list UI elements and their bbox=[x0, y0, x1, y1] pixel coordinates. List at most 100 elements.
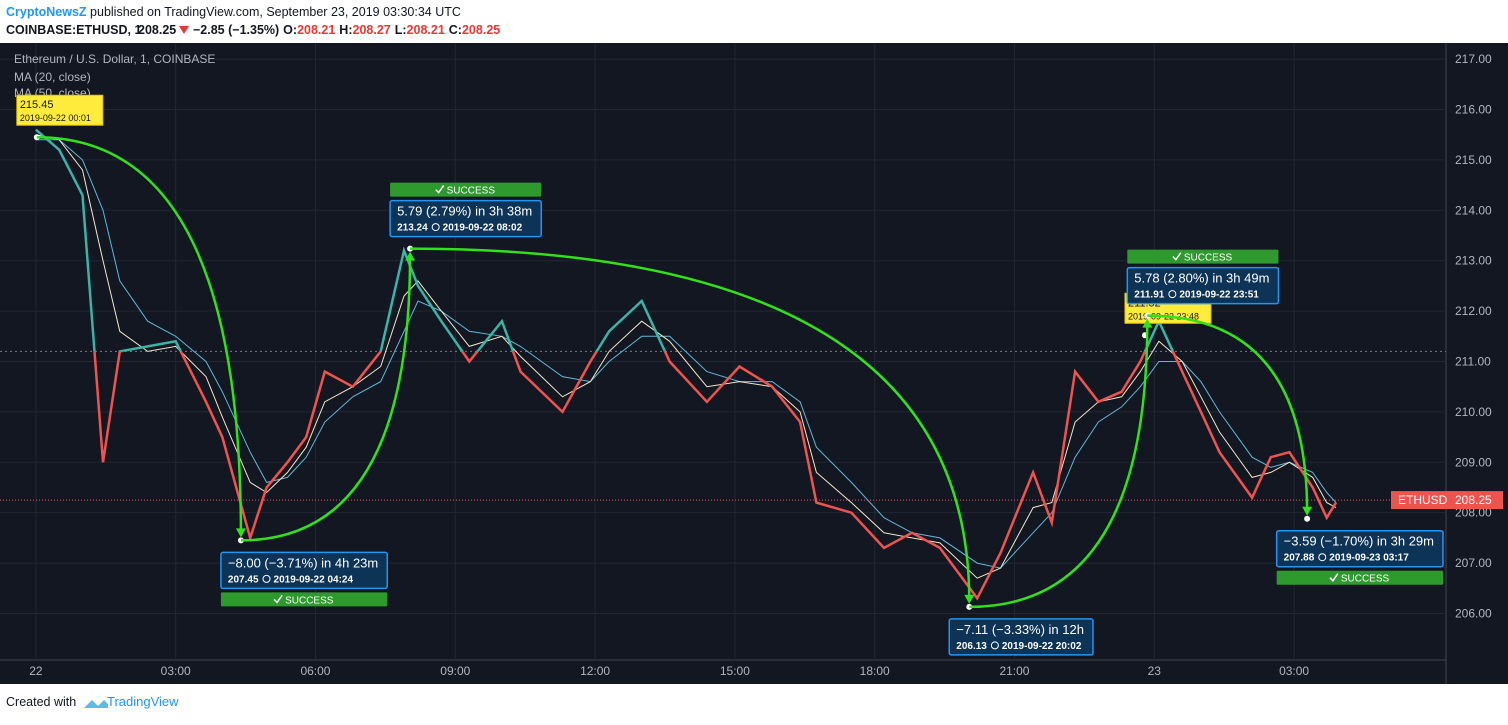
publish-info: published on TradingView.com, September … bbox=[87, 5, 461, 19]
ohlc-value: 208.25 bbox=[462, 23, 500, 37]
chart-title: Ethereum / U.S. Dollar, 1, COINBASE bbox=[14, 52, 215, 66]
y-tick-label: 216.00 bbox=[1455, 103, 1492, 117]
y-tick-label: 210.00 bbox=[1455, 405, 1492, 419]
ohlc-label: L: bbox=[395, 23, 407, 37]
clock-icon bbox=[431, 223, 440, 232]
measure-price: 206.13 bbox=[956, 641, 987, 652]
arrow-head bbox=[405, 251, 416, 261]
measure-price: 207.45 bbox=[228, 574, 259, 585]
status-text: SUCCESS bbox=[1341, 574, 1390, 585]
ohlc-value: 208.21 bbox=[297, 23, 335, 37]
x-tick-label: 21:00 bbox=[999, 664, 1029, 678]
status-text: SUCCESS bbox=[1184, 253, 1233, 264]
y-tick-label: 214.00 bbox=[1455, 203, 1492, 217]
x-tick-label: 22 bbox=[29, 664, 43, 678]
ohlc-label: H: bbox=[339, 23, 352, 37]
header-change: −2.85 (−1.35%) bbox=[193, 23, 279, 37]
x-tick-label: 23 bbox=[1148, 664, 1162, 678]
move-arc bbox=[969, 321, 1149, 609]
publish-line: CryptoNewsZ published on TradingView.com… bbox=[6, 5, 461, 19]
legend-ma20: MA (20, close) bbox=[14, 70, 91, 84]
measure-time: 2019-09-23 03:17 bbox=[1329, 553, 1409, 564]
check-icon bbox=[1172, 252, 1182, 261]
status-bg bbox=[220, 592, 388, 607]
check-icon bbox=[273, 594, 283, 604]
y-tick-label: 209.00 bbox=[1455, 455, 1492, 469]
x-tick-label: 18:00 bbox=[860, 664, 890, 678]
measure-change: 5.79 (2.79%) in 3h 38m bbox=[397, 204, 532, 219]
move-arc bbox=[240, 254, 412, 542]
status-bg bbox=[1276, 570, 1443, 585]
measure-time: 2019-09-22 08:02 bbox=[443, 223, 523, 234]
ma-line bbox=[35, 139, 1337, 569]
price-label-time: 2019-09-22 00:01 bbox=[20, 113, 91, 123]
move-arc bbox=[36, 135, 243, 535]
measure-price: 211.91 bbox=[1134, 290, 1164, 301]
status-bg bbox=[390, 182, 542, 197]
measure-box: −8.00 (−3.71%) in 4h 23m 207.45 2019-09-22… bbox=[220, 551, 389, 607]
price-label-box bbox=[16, 94, 104, 126]
status-text: SUCCESS bbox=[447, 186, 496, 197]
created-with: Created with bbox=[6, 695, 76, 709]
measure-bg bbox=[1126, 266, 1280, 305]
y-tick-label: 213.00 bbox=[1455, 254, 1492, 268]
measure-box: −3.59 (−1.70%) in 3h 29m 207.88 2019-09-23… bbox=[1275, 529, 1444, 585]
clock-icon bbox=[1168, 290, 1177, 299]
arrow-head bbox=[235, 528, 246, 538]
x-tick-label: 03:00 bbox=[1279, 664, 1309, 678]
y-tick-label: 207.00 bbox=[1455, 556, 1492, 570]
measure-box: 5.79 (2.79%) in 3h 38m 213.24 2019-09-22 0… bbox=[389, 182, 542, 238]
ohlc-value: 208.21 bbox=[407, 23, 445, 37]
x-tick-label: 12:00 bbox=[580, 664, 610, 678]
x-tick-label: 03:00 bbox=[161, 664, 191, 678]
y-tick-label: 206.00 bbox=[1455, 606, 1492, 620]
publisher: CryptoNewsZ bbox=[6, 5, 87, 19]
y-tick-label: 211.00 bbox=[1455, 354, 1491, 368]
measure-price: 207.88 bbox=[1284, 553, 1315, 564]
brand: TradingView bbox=[107, 694, 179, 709]
measure-change: −3.59 (−1.70%) in 3h 29m bbox=[1284, 534, 1434, 549]
arrow-head bbox=[964, 594, 975, 604]
clock-icon bbox=[262, 574, 271, 583]
symbol-line: COINBASE:ETHUSD, 1 208.25 −2.85 (−1.35%)… bbox=[6, 23, 500, 37]
tv-logo bbox=[84, 700, 108, 708]
symbol: COINBASE:ETHUSD, 1 bbox=[6, 23, 141, 37]
price-label-value: 215.45 bbox=[20, 99, 54, 111]
price-label: 215.45 2019-09-22 00:01 bbox=[16, 94, 104, 126]
header-price: 208.25 bbox=[138, 23, 176, 37]
measure-box: −7.11 (−3.33%) in 12h 206.13 2019-09-22 20… bbox=[948, 618, 1094, 656]
ohlc-label: O: bbox=[283, 23, 297, 37]
measure-change: 5.78 (2.80%) in 3h 49m bbox=[1134, 271, 1269, 286]
x-tick-label: 09:00 bbox=[440, 664, 470, 678]
down-arrow bbox=[179, 26, 189, 34]
price-tag-value: 208.25 bbox=[1455, 493, 1492, 507]
measure-price: 213.24 bbox=[397, 223, 428, 234]
y-tick-label: 208.00 bbox=[1455, 506, 1492, 520]
measure-time: 2019-09-22 04:24 bbox=[274, 574, 354, 585]
measure-bg bbox=[389, 199, 542, 238]
status-text: SUCCESS bbox=[285, 595, 334, 606]
check-icon bbox=[435, 185, 445, 194]
y-tick-label: 212.00 bbox=[1455, 304, 1492, 318]
x-tick-label: 15:00 bbox=[720, 664, 750, 678]
price-tag bbox=[1391, 491, 1503, 510]
move-arc bbox=[1147, 314, 1309, 513]
status-bg bbox=[1127, 249, 1279, 264]
move-point bbox=[1304, 515, 1311, 522]
x-tick-label: 06:00 bbox=[300, 664, 330, 678]
measure-bg bbox=[948, 618, 1094, 656]
y-tick-label: 215.00 bbox=[1455, 153, 1492, 167]
move-arc bbox=[410, 247, 971, 601]
arrow-head bbox=[1142, 318, 1153, 328]
ma-line bbox=[35, 134, 1337, 579]
ohlc-value: 208.27 bbox=[353, 23, 391, 37]
clock-icon bbox=[990, 641, 999, 650]
measure-box: 5.78 (2.80%) in 3h 49m 211.91 2019-09-22 2… bbox=[1126, 249, 1280, 305]
measure-change: −8.00 (−3.71%) in 4h 23m bbox=[228, 555, 378, 570]
check-icon bbox=[1329, 573, 1339, 582]
measure-time: 2019-09-22 20:02 bbox=[1002, 641, 1082, 652]
y-tick-label: 217.00 bbox=[1455, 52, 1492, 66]
measure-bg bbox=[220, 551, 389, 590]
measure-time: 2019-09-22 23:51 bbox=[1179, 290, 1259, 301]
